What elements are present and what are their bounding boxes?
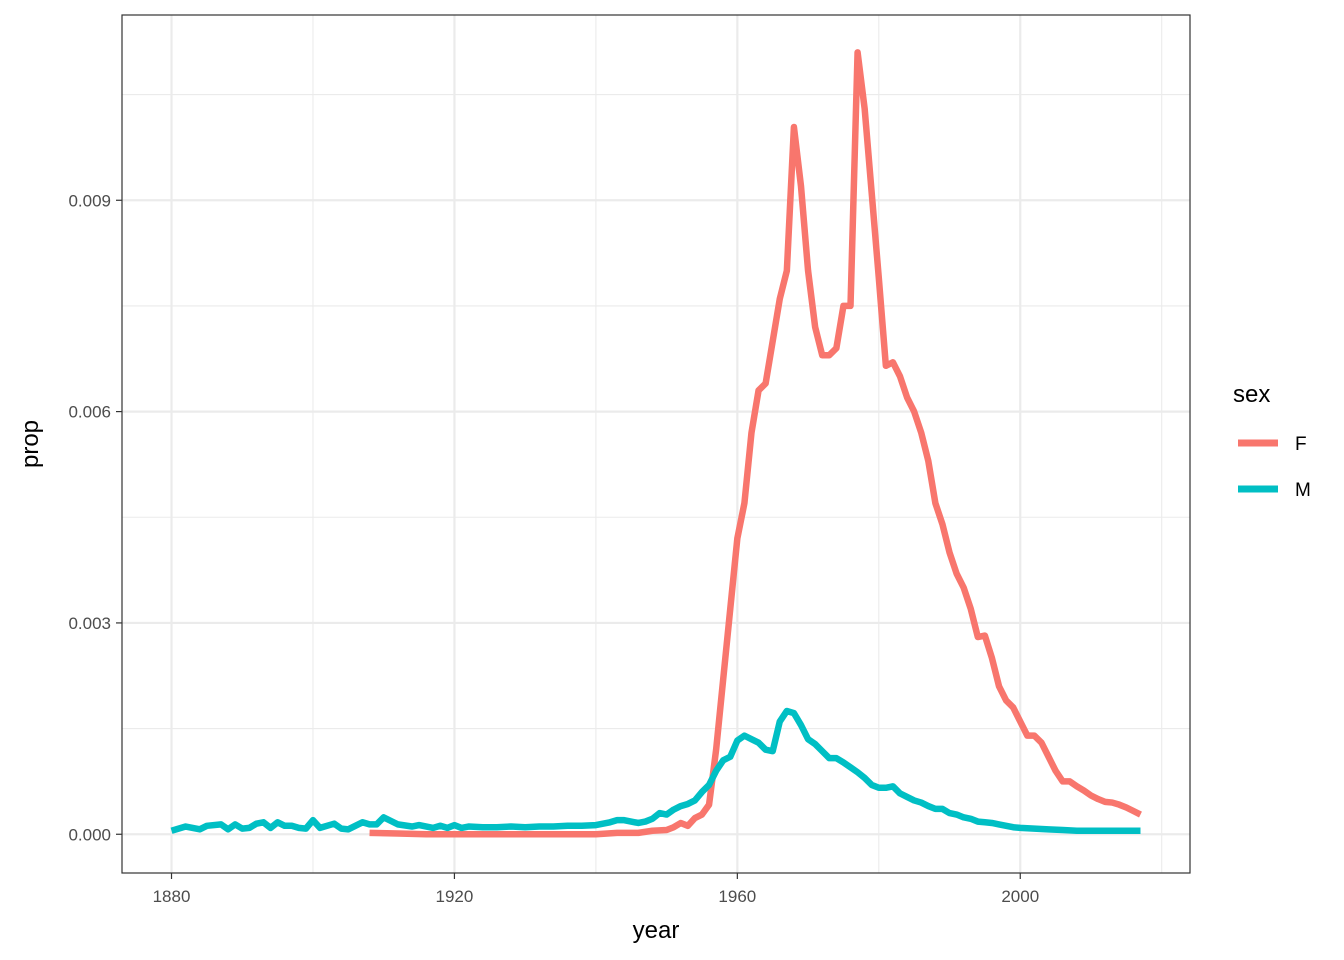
- legend: sex FM: [1233, 381, 1311, 501]
- panel-background: [122, 15, 1190, 873]
- y-axis-title: prop: [17, 420, 44, 468]
- panel-border: [121, 14, 1191, 874]
- x-tick-label: 2000: [1001, 887, 1039, 906]
- legend-items: FM: [1238, 434, 1311, 501]
- series-line-m: [170, 707, 1141, 834]
- minor-gridlines: [122, 15, 1190, 873]
- x-tick-label: 1960: [718, 887, 756, 906]
- series-line-f: [369, 49, 1142, 838]
- y-axis: 0.000 0.003 0.006 0.009: [68, 191, 122, 844]
- legend-title: sex: [1233, 381, 1270, 408]
- y-tick-label: 0.000: [68, 825, 111, 844]
- y-tick-label: 0.003: [68, 614, 111, 633]
- x-tick-label: 1880: [153, 887, 191, 906]
- y-tick-label: 0.009: [68, 191, 111, 210]
- legend-label-m: M: [1295, 480, 1311, 501]
- series-lines: [170, 49, 1142, 838]
- x-axis-title: year: [633, 917, 680, 944]
- major-gridlines: [122, 15, 1190, 873]
- legend-label-f: F: [1295, 434, 1307, 455]
- x-axis: 1880 1920 1960 2000: [153, 873, 1039, 906]
- x-tick-label: 1920: [436, 887, 474, 906]
- y-tick-label: 0.006: [68, 403, 111, 422]
